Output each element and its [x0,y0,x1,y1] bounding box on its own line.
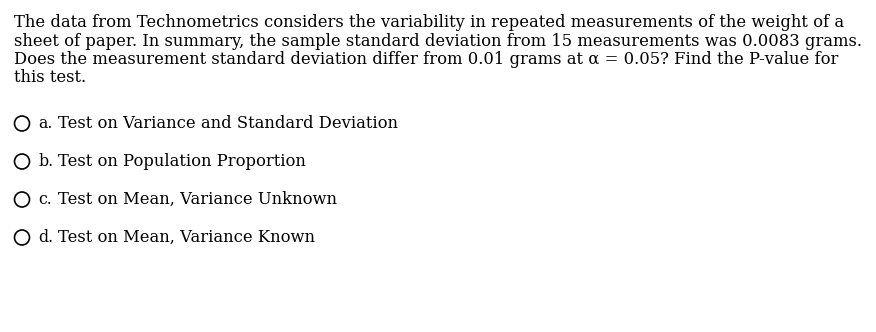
Text: d.: d. [38,229,53,246]
Circle shape [15,154,30,169]
Text: Test on Mean, Variance Unknown: Test on Mean, Variance Unknown [58,191,337,208]
Text: Does the measurement standard deviation differ from 0.01 grams at α = 0.05? Find: Does the measurement standard deviation … [14,51,838,68]
Circle shape [15,192,30,207]
Text: sheet of paper. In summary, the sample standard deviation from 15 measurements w: sheet of paper. In summary, the sample s… [14,33,862,49]
Text: Test on Variance and Standard Deviation: Test on Variance and Standard Deviation [58,115,398,132]
Circle shape [15,230,30,245]
Text: b.: b. [38,153,53,170]
Text: Test on Population Proportion: Test on Population Proportion [58,153,306,170]
Text: Test on Mean, Variance Known: Test on Mean, Variance Known [58,229,315,246]
Text: c.: c. [38,191,52,208]
Text: this test.: this test. [14,69,86,87]
Circle shape [15,116,30,131]
Text: a.: a. [38,115,53,132]
Text: The data from Technometrics considers the variability in repeated measurements o: The data from Technometrics considers th… [14,14,844,31]
